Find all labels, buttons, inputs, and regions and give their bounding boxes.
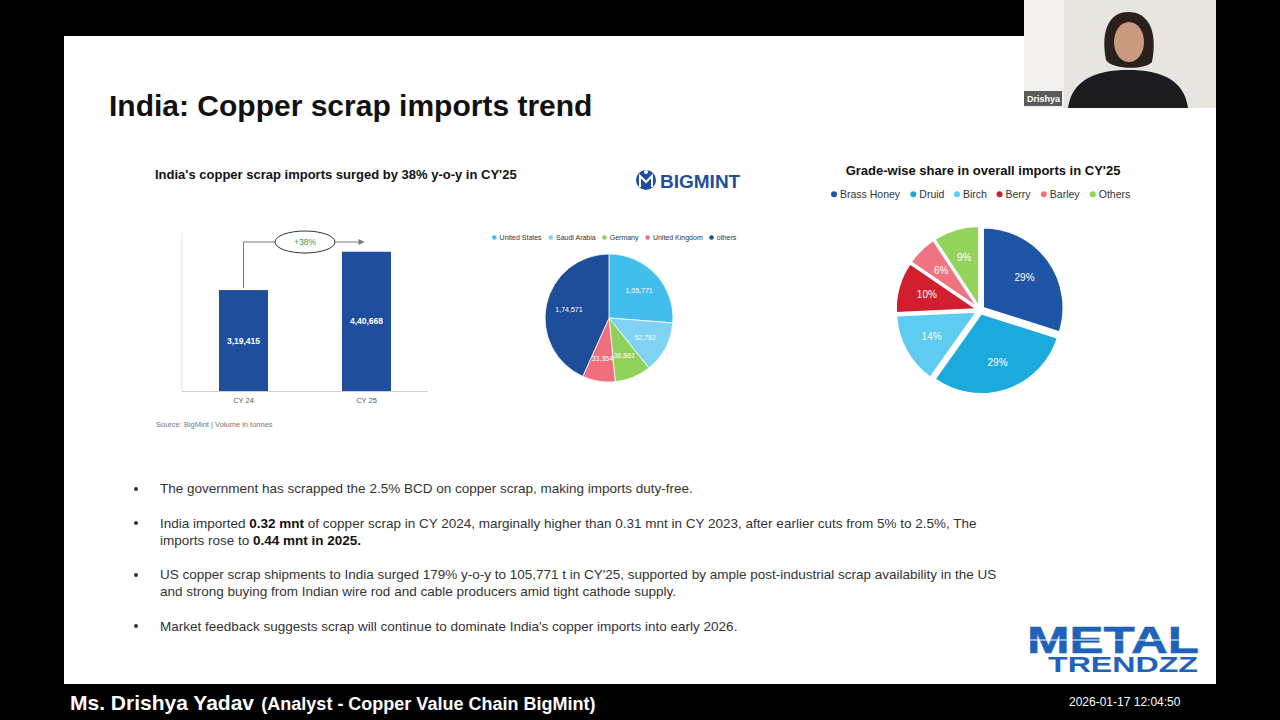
chart-title: India's copper scrap imports surged by 3…	[155, 167, 517, 182]
data-label: 3,19,415	[227, 336, 260, 346]
text: US copper scrap shipments to India surge…	[160, 567, 996, 599]
webcam-hair	[1104, 12, 1153, 68]
legend-label: United States	[500, 234, 543, 241]
x-tick-label: CY 24	[233, 396, 254, 405]
data-label: 29%	[1015, 272, 1035, 283]
annotation	[244, 231, 365, 288]
legend-marker	[831, 191, 837, 197]
legend-label: Birch	[963, 188, 987, 200]
legend-label: Barley	[1050, 188, 1081, 200]
chart-title: Grade-wise share in overall imports in C…	[846, 163, 1121, 178]
bars	[219, 252, 391, 391]
webcam-label-bg	[1024, 91, 1062, 106]
legend-label: United Kingdom	[653, 234, 703, 242]
data-label: 36,861	[614, 352, 636, 359]
bullet: India imported 0.32 mnt of copper scrap …	[160, 515, 1018, 549]
legend-label: Druid	[919, 188, 944, 200]
bold-text: 0.32 mnt	[249, 516, 304, 531]
y-axis-line	[182, 233, 183, 391]
timestamp: 2026-01-17 12:04:50	[1069, 695, 1181, 709]
arrow-head	[359, 239, 365, 245]
annotation-line	[244, 242, 276, 288]
logo	[636, 170, 656, 190]
pie-slice	[983, 228, 1063, 332]
logo-icon	[636, 170, 656, 190]
annotation-arrow	[335, 242, 359, 243]
legend-marker	[954, 191, 960, 197]
text: Market feedback suggests scrap will cont…	[160, 619, 737, 634]
data-label: 1,74,571	[555, 306, 582, 313]
speaker-label: Drishya	[1027, 94, 1061, 104]
data-label: 52,782	[634, 334, 656, 341]
data-label: 6%	[934, 265, 949, 276]
pie	[896, 226, 1063, 394]
bullet-dot	[134, 573, 138, 577]
webcam	[1024, 0, 1216, 108]
logo-text: BIGMINT	[660, 171, 741, 192]
bullet-list: The government has scrapped the 2.5% BCD…	[160, 480, 1018, 652]
legend-marker	[709, 235, 714, 240]
pie	[545, 254, 673, 382]
slide	[64, 36, 1216, 684]
legend-marker	[1090, 191, 1096, 197]
x-tick-label: CY 25	[356, 396, 377, 405]
source-note: Source: BigMint | Volume in tonnes	[156, 420, 273, 429]
legend-marker	[492, 235, 497, 240]
bullet: Market feedback suggests scrap will cont…	[160, 618, 1018, 635]
stage: India: Copper scrap imports trend India's…	[0, 0, 1280, 720]
legend-label: Brass Honey	[840, 188, 901, 200]
bullet: The government has scrapped the 2.5% BCD…	[160, 480, 1018, 497]
legend-marker	[997, 191, 1003, 197]
presenter-role: (Analyst - Copper Value Chain BigMint)	[261, 694, 595, 714]
annotation-text: +38%	[294, 237, 316, 247]
legend-label: others	[717, 234, 737, 241]
data-label: 10%	[917, 289, 937, 300]
annotation-ellipse	[275, 231, 335, 253]
legend-label: Germany	[610, 234, 639, 242]
logo-icon-mark	[640, 176, 652, 187]
bold-text: 0.44 mnt in 2025.	[253, 533, 361, 548]
brand-bottom: TRENDZZ	[1048, 652, 1198, 677]
pie-slice	[935, 226, 979, 306]
bullet-dot	[134, 624, 138, 628]
bullet: US copper scrap shipments to India surge…	[160, 566, 1018, 600]
background	[0, 0, 1280, 720]
legend-marker	[645, 235, 650, 240]
webcam-frame	[1024, 0, 1216, 108]
webcam-body	[1068, 70, 1188, 108]
slide-title: India: Copper scrap imports trend	[109, 89, 592, 122]
webcam-wall	[1024, 0, 1064, 108]
legend-label: Others	[1099, 188, 1131, 200]
presenter-name: Ms. Drishya Yadav	[70, 691, 254, 714]
x-axis-line	[182, 391, 428, 392]
text: The government has scrapped the 2.5% BCD…	[160, 481, 693, 496]
legend-marker	[602, 235, 607, 240]
pie-slice	[609, 318, 649, 382]
legend-label: Berry	[1006, 188, 1032, 200]
legend-label: Saudi Arabia	[556, 234, 596, 241]
bar	[219, 290, 268, 391]
data-label: 33,354	[592, 355, 614, 362]
brand-stripe	[1027, 639, 1199, 640]
legend-marker	[1041, 191, 1047, 197]
text: India imported	[160, 516, 249, 531]
data-label: 4,40,668	[350, 316, 383, 326]
legend-marker	[548, 235, 553, 240]
data-label: 9%	[957, 252, 972, 263]
bar	[342, 252, 391, 391]
webcam-face	[1114, 22, 1144, 62]
data-label: 14%	[922, 331, 942, 342]
legend-marker	[910, 191, 916, 197]
data-label: 29%	[988, 357, 1008, 368]
logo-icon-dot	[644, 170, 648, 174]
pie-slice	[609, 254, 673, 323]
pie-slice	[897, 312, 977, 377]
bullet-dot	[134, 487, 138, 491]
bullet-dot	[134, 521, 138, 525]
data-label: 1,05,771	[625, 287, 652, 294]
